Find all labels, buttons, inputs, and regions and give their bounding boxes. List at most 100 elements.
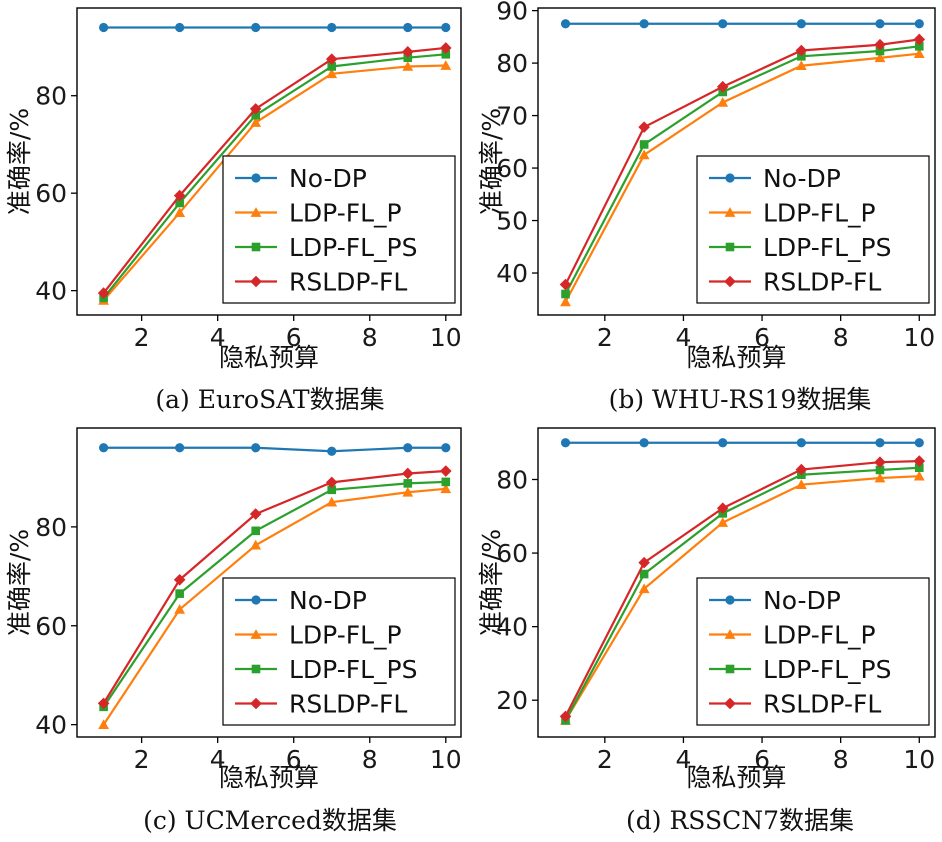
data-point-rsldp-fl: [638, 556, 650, 569]
legend-marker-ldp-fl-p: [724, 207, 736, 217]
data-point-no-dp: [99, 443, 109, 453]
chart-panel-3: 2 4 6 8 10 40 60 80 隐私预算 准确率/% (c) UCMerced数据集 No-D…: [5, 427, 462, 835]
legend: No-DP LDP-FL_P LDP-FL_PS RSLDP-FL: [222, 577, 456, 726]
data-point-rsldp-fl: [795, 463, 808, 476]
data-point-ldp-fl-p: [638, 149, 650, 160]
y-axis-label: 准确率/%: [477, 529, 506, 636]
data-point-no-dp: [327, 446, 337, 456]
x-tick-label: 6: [754, 323, 770, 352]
series-line-ldp-fl-p: [564, 52, 920, 303]
data-point-ldp-fl-p: [174, 207, 186, 217]
data-point-rsldp-fl: [559, 710, 572, 723]
x-tick-label: 2: [134, 323, 150, 352]
data-point-ldp-fl-ps: [327, 485, 337, 495]
data-point-ldp-fl-ps: [914, 463, 924, 473]
y-tick-label: 60: [496, 539, 528, 568]
data-point-ldp-fl-p: [913, 470, 925, 481]
y-axis-label: 准确率/%: [477, 108, 506, 215]
plot-frame: [537, 7, 936, 316]
data-point-ldp-fl-ps: [561, 289, 570, 299]
data-point-no-dp: [718, 438, 728, 448]
data-point-rsldp-fl: [401, 46, 414, 58]
data-point-rsldp-fl: [559, 278, 572, 291]
legend-label-no-dp: No-DP: [289, 586, 367, 615]
plot-frame: [76, 427, 462, 738]
x-tick-label: 2: [597, 745, 613, 774]
data-point-rsldp-fl: [795, 44, 808, 57]
legend-box: [696, 577, 930, 726]
x-tick-label: 10: [430, 745, 462, 774]
x-axis-label: 隐私预算: [219, 763, 319, 792]
legend-marker-rsldp-fl: [724, 697, 736, 710]
legend-label-ldp-fl-ps: LDP-FL_PS: [763, 233, 891, 262]
data-point-ldp-fl-p: [402, 486, 414, 497]
legend-label-no-dp: No-DP: [763, 586, 841, 615]
data-point-no-dp: [403, 443, 413, 453]
series-no-dp: [99, 443, 451, 456]
legend-box: [696, 155, 930, 304]
legend-marker-ldp-fl-p: [250, 207, 262, 217]
legend-label-ldp-fl-p: LDP-FL_P: [763, 621, 876, 650]
data-point-no-dp: [99, 22, 109, 33]
data-point-rsldp-fl: [173, 573, 186, 586]
data-point-no-dp: [560, 438, 571, 448]
data-point-rsldp-fl: [913, 455, 926, 467]
x-tick-label: 4: [675, 323, 691, 352]
chart-panel-1: 2 4 6 8 10 40 60 80 隐私预算 准确率/% (a) EuroSAT数据集 No-DP…: [5, 7, 462, 414]
series-line-ldp-fl-p: [102, 64, 446, 302]
series-line-rsldp-fl: [102, 469, 446, 704]
x-tick-label: 4: [210, 745, 226, 774]
x-tick-label: 10: [903, 323, 935, 352]
y-tick-label: 80: [35, 82, 67, 111]
data-point-no-dp: [441, 443, 451, 453]
series-no-dp: [560, 438, 924, 448]
legend-label-ldp-fl-p: LDP-FL_P: [289, 199, 402, 228]
plot-frame: [76, 7, 462, 316]
data-point-rsldp-fl: [325, 53, 338, 65]
x-tick-label: 6: [286, 745, 302, 774]
data-point-no-dp: [441, 22, 451, 33]
legend-marker-ldp-fl-p: [724, 629, 736, 639]
panel-caption: (c) UCMerced数据集: [143, 806, 397, 835]
data-point-ldp-fl-ps: [327, 62, 337, 71]
x-tick-label: 2: [134, 745, 150, 774]
chart-panel-2: 2 4 6 8 10 40 50 60 70 80 90 隐私预算 准确率/% (b) WHU-RS19数…: [477, 0, 936, 414]
legend-marker-ldp-fl-ps: [725, 242, 735, 252]
series-rsldp-fl: [97, 42, 452, 299]
data-point-ldp-fl-p: [717, 97, 729, 107]
legend-label-no-dp: No-DP: [289, 164, 367, 193]
data-point-ldp-fl-p: [402, 61, 414, 71]
y-tick-label: 70: [496, 102, 528, 131]
legend-label-ldp-fl-ps: LDP-FL_PS: [763, 655, 891, 684]
x-tick-label: 4: [210, 323, 226, 352]
y-tick-label: 90: [496, 0, 528, 26]
series-line-ldp-fl-ps: [102, 480, 446, 708]
legend: No-DP LDP-FL_P LDP-FL_PS RSLDP-FL: [696, 577, 930, 726]
y-tick-label: 80: [35, 513, 67, 542]
series-line-no-dp: [103, 446, 446, 453]
data-point-ldp-fl-p: [913, 48, 925, 58]
data-point-no-dp: [327, 22, 337, 33]
series-line-ldp-fl-ps: [102, 53, 446, 299]
x-tick-label: 10: [430, 323, 462, 352]
series-line-rsldp-fl: [102, 46, 446, 294]
data-point-rsldp-fl: [325, 476, 338, 489]
legend-marker-no-dp: [251, 173, 261, 183]
data-point-rsldp-fl: [638, 121, 650, 133]
series-ldp-fl-p: [560, 48, 925, 307]
data-point-rsldp-fl: [874, 38, 886, 51]
data-point-no-dp: [875, 19, 885, 29]
legend-label-ldp-fl-p: LDP-FL_P: [763, 199, 876, 228]
data-point-rsldp-fl: [913, 33, 926, 46]
data-point-ldp-fl-p: [638, 583, 650, 594]
x-tick-label: 8: [362, 323, 378, 352]
y-tick-label: 60: [496, 154, 528, 183]
series-rsldp-fl: [97, 465, 452, 710]
legend-label-rsldp-fl: RSLDP-FL: [763, 268, 881, 297]
series-ldp-fl-p: [98, 483, 452, 729]
x-tick-label: 8: [362, 745, 378, 774]
data-point-no-dp: [175, 22, 185, 33]
x-tick-label: 10: [903, 745, 935, 774]
data-point-ldp-fl-ps: [441, 49, 451, 59]
